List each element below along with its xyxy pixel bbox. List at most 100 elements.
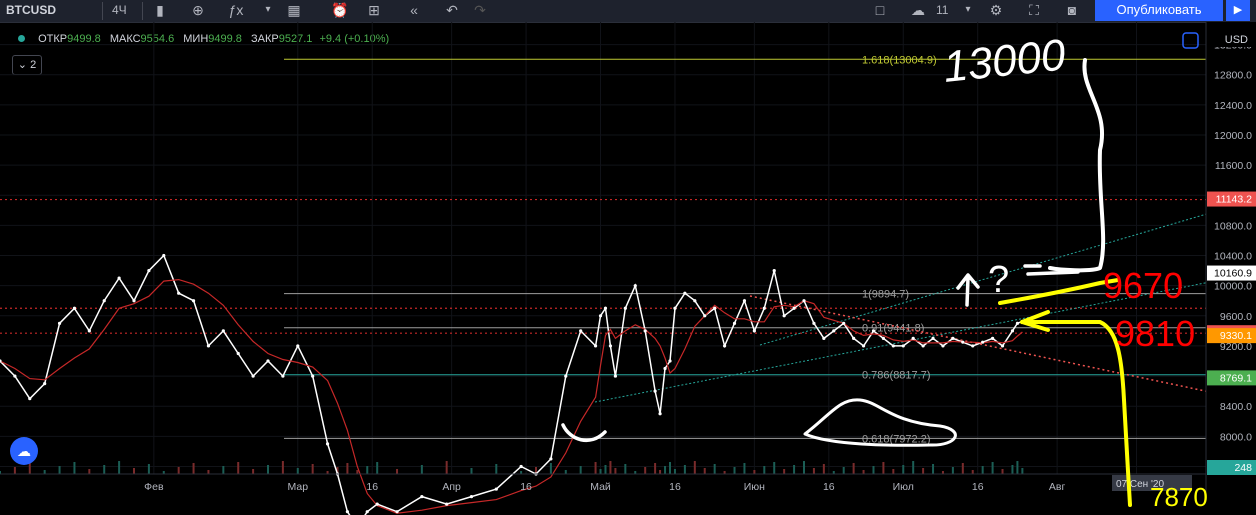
volume-bar [356,470,359,474]
layout-square-icon[interactable]: □ [875,2,885,18]
price-point [901,344,905,348]
replay-icon[interactable]: « [410,2,418,18]
time-tick-label: Июл [893,481,914,493]
redo-icon[interactable]: ↷ [474,2,486,18]
open-value: 9499.8 [67,33,101,45]
chevron-down-icon[interactable]: ▾ [965,4,971,15]
price-tick-label: 8000.0 [1220,431,1252,443]
price-point [335,472,340,476]
price-point [633,284,637,288]
volume-bar [222,466,225,474]
price-point [564,374,568,378]
volume-bar [396,469,399,474]
volume-bar [162,471,165,474]
play-icon[interactable]: ▶ [1226,0,1250,21]
fib-level-label: 1.618(13004.9) [862,54,937,66]
time-tick-label: Авг [1049,481,1066,493]
toolbar-divider [102,2,103,20]
compare-plus-icon[interactable]: ⊕ [192,2,204,18]
fib-level-label: 0.786(8817.7) [862,370,931,382]
volume-bar [961,463,964,474]
target-top-text: 13000 [941,30,1068,92]
price-point [613,374,618,378]
time-tick-label: Апр [442,481,461,493]
price-point [519,464,523,469]
volume-bar [28,463,31,474]
gear-icon[interactable]: ⚙ [989,2,1003,18]
time-tick-label: 16 [366,481,378,493]
price-point [921,344,925,348]
volume-bar [669,462,671,474]
volume-bar [803,461,805,474]
undo-icon[interactable]: ↶ [446,2,458,18]
symbol-search-button[interactable]: BTCUSD [6,3,56,17]
price-tick-label: 11200.0 [1215,190,1252,202]
price-point [445,502,449,506]
price-tag-bg [1207,460,1256,475]
volume-bar [941,471,944,474]
camera-icon[interactable]: ◙ [1067,2,1077,18]
price-point [1000,344,1005,348]
publish-button[interactable]: Опубликовать [1095,0,1223,21]
volume-bar [177,467,180,474]
chevron-down-icon[interactable]: ▾ [265,4,271,15]
dash-marks [1023,264,1080,276]
volume-bar [659,470,662,474]
fullscreen-icon[interactable]: ⛶ [1029,2,1039,18]
price-point [673,306,677,310]
volume-bar [882,462,885,474]
volume-bar [88,469,91,474]
fib-level-label: 1(9894.7) [862,289,909,301]
price-tag-bg [1207,328,1256,344]
add-alert-icon[interactable]: ⊞ [368,2,380,18]
indicator-count: 2 [30,59,37,71]
volume-bar [252,469,255,474]
volume-bar [0,471,1,474]
price-point [1015,321,1020,325]
up-arrow [956,273,980,307]
question-text: ? [988,259,1009,301]
time-tick-label: 16 [823,481,835,493]
volume-bar [564,470,567,474]
price-point [713,306,717,310]
indicators-fx-icon[interactable]: ƒx [228,2,244,18]
volume-bar [43,470,46,474]
price-point [177,291,181,295]
price-point [663,366,667,371]
cloud-layout-icon[interactable]: ☁ [911,2,925,18]
price-point [981,340,985,344]
target-curve-arrow [1048,58,1106,273]
volume-bar [703,468,706,474]
price-tick-label: 10000.0 [1214,281,1252,293]
volume-bar [604,465,607,474]
volume-bar [822,464,825,474]
interval-button[interactable]: 4Ч [112,3,127,17]
handdrawn-annotations: 13000 ? 9670 9810 7870 [561,30,1208,512]
volume-bar [13,467,16,474]
collapse-indicators-button[interactable]: ⌄ 2 [12,55,42,75]
volume-bar [366,466,369,474]
volume-bar [376,462,379,474]
volume-bar [336,467,339,474]
price-point [951,336,955,340]
bar-style-icon[interactable]: ▮ [156,2,164,18]
price-point [608,344,613,348]
volume-bar [1021,468,1024,474]
price-tick-label: 10400.0 [1214,251,1252,263]
price-point [494,487,498,491]
price-point [722,344,727,348]
toolbar-divider [142,2,143,20]
alert-icon[interactable]: ⏰ [331,2,349,18]
volume-bar [549,463,552,474]
currency-badge [1210,31,1254,47]
templates-icon[interactable]: ▦ [287,2,301,18]
level-lower-text: 9810 [1115,313,1195,354]
price-point [191,299,196,303]
price-tag-label: 9369.0 [1220,327,1252,339]
price-tag-label: 8769.1 [1220,372,1252,384]
volume-bar [971,470,974,474]
auto-scale-button[interactable] [1182,32,1199,49]
volume-bar [267,465,269,474]
ohlc-legend: ОТКР9499.8 МАКС9554.6 МИН9499.8 ЗАКР9527… [18,33,389,45]
